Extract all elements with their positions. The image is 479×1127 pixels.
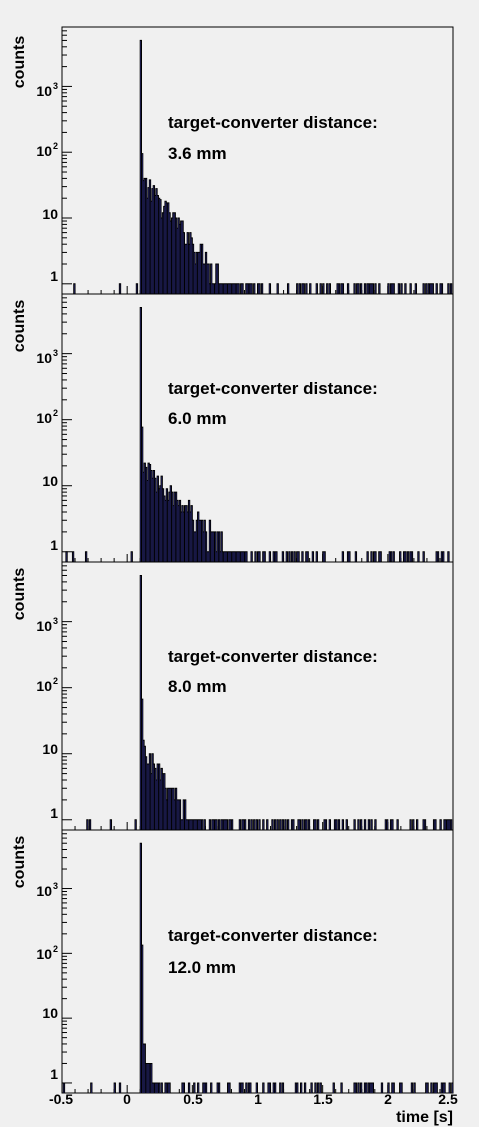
ytick-1-10: 10 <box>42 206 58 222</box>
panel-2: counts target-converter distance: 6.0 mm… <box>11 293 454 563</box>
xticks: -0.5 0 0.5 1 1.5 2 2.5 <box>49 1091 458 1107</box>
ylabel-text-1: counts <box>11 36 28 89</box>
ytick-3-1000: 10 <box>36 618 52 634</box>
histogram-outline <box>73 39 453 294</box>
ylabel-text-3: counts <box>11 568 28 621</box>
yticks-1: 1 10 10 2 10 3 <box>36 81 58 284</box>
ylabel-3: counts <box>11 568 28 621</box>
ylabel-text-2: counts <box>11 300 28 353</box>
yticks-4: 1 10 10 2 10 3 <box>36 881 58 1082</box>
histogram-outline <box>62 842 454 1093</box>
plot-area-2 <box>61 293 454 563</box>
annotation-2-line2: 6.0 mm <box>168 409 227 428</box>
xtick-1.5: 1.5 <box>313 1091 333 1107</box>
xtick-0: 0 <box>123 1091 131 1107</box>
xtick-1: 1 <box>254 1091 262 1107</box>
ytick-3-10: 10 <box>42 741 58 757</box>
ytick-1-1: 1 <box>50 268 58 284</box>
ytick-1-100-exp: 2 <box>53 141 58 151</box>
ytick-4-1000: 10 <box>36 883 52 899</box>
plot-area-4 <box>61 829 454 1094</box>
xtick-0.5: 0.5 <box>183 1091 203 1107</box>
xtick-2: 2 <box>384 1091 392 1107</box>
annotation-2-line1: target-converter distance: <box>168 379 378 398</box>
ytick-2-10: 10 <box>42 473 58 489</box>
xlabel: time [s] <box>396 1109 453 1126</box>
ylabel-2: counts <box>11 300 28 353</box>
histogram-fill <box>73 40 452 295</box>
ytick-2-1000: 10 <box>36 350 52 366</box>
ytick-1-100: 10 <box>36 143 52 159</box>
annotation-1-line1: target-converter distance: <box>168 113 378 132</box>
ytick-3-1000-exp: 3 <box>53 616 58 626</box>
ylabel-text-4: counts <box>11 836 28 889</box>
ytick-2-1000-exp: 3 <box>53 348 58 358</box>
ytick-3-100: 10 <box>36 678 52 694</box>
histogram-fill <box>65 307 450 562</box>
annotation-3-line1: target-converter distance: <box>168 647 378 666</box>
yticks-2: 1 10 10 2 10 3 <box>36 348 58 553</box>
ylabel-1: counts <box>11 36 28 89</box>
ytick-2-100-exp: 2 <box>53 408 58 418</box>
ytick-2-1: 1 <box>50 537 58 553</box>
annotation-4-line1: target-converter distance: <box>168 926 378 945</box>
ytick-2-100: 10 <box>36 410 52 426</box>
annotation-1-line2: 3.6 mm <box>168 144 227 163</box>
ytick-1-1000: 10 <box>36 83 52 99</box>
histogram-outline <box>65 306 450 562</box>
ytick-1-1000-exp: 3 <box>53 81 58 91</box>
ytick-4-100-exp: 2 <box>53 944 58 954</box>
xtick-neg0.5: -0.5 <box>49 1091 73 1107</box>
panel-4: counts target-converter distance: 12.0 m… <box>11 829 458 1126</box>
histogram-outline <box>86 574 453 830</box>
annotation-4-line2: 12.0 mm <box>168 958 236 977</box>
ytick-4-100: 10 <box>36 946 52 962</box>
yticks-3: 1 10 10 2 10 3 <box>36 616 58 821</box>
panel-1: counts target-converter distance: 3.6 mm… <box>11 26 454 295</box>
xtick-2.5: 2.5 <box>438 1091 458 1107</box>
ytick-3-100-exp: 2 <box>53 676 58 686</box>
ylabel-4: counts <box>11 836 28 889</box>
ytick-3-1: 1 <box>50 805 58 821</box>
ytick-4-1000-exp: 3 <box>53 881 58 891</box>
annotation-3-line2: 8.0 mm <box>168 677 227 696</box>
ytick-4-1: 1 <box>50 1066 58 1082</box>
ytick-4-10: 10 <box>42 1005 58 1021</box>
